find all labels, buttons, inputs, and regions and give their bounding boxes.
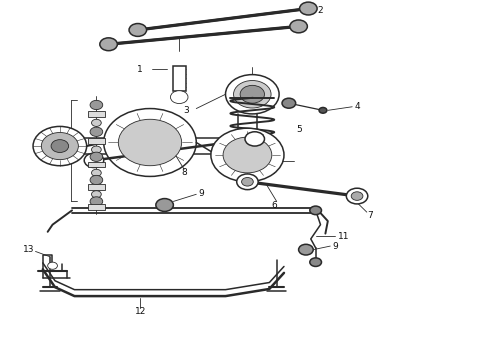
Circle shape bbox=[346, 188, 368, 204]
Circle shape bbox=[90, 175, 103, 185]
Circle shape bbox=[33, 126, 87, 166]
Circle shape bbox=[237, 174, 258, 190]
Bar bbox=[88, 184, 105, 190]
Circle shape bbox=[298, 244, 313, 255]
Circle shape bbox=[51, 140, 69, 153]
Circle shape bbox=[290, 20, 307, 33]
Text: 9: 9 bbox=[333, 242, 339, 251]
Text: 13: 13 bbox=[23, 245, 34, 254]
Text: 6: 6 bbox=[271, 201, 277, 210]
Text: 9: 9 bbox=[199, 189, 204, 198]
Text: 8: 8 bbox=[181, 168, 187, 177]
Circle shape bbox=[41, 132, 78, 159]
Text: 11: 11 bbox=[338, 232, 349, 241]
Circle shape bbox=[92, 146, 101, 153]
Circle shape bbox=[351, 192, 363, 201]
Circle shape bbox=[104, 109, 196, 176]
Circle shape bbox=[240, 85, 265, 103]
Bar bbox=[88, 162, 105, 167]
Circle shape bbox=[129, 23, 147, 36]
Circle shape bbox=[118, 119, 182, 166]
Circle shape bbox=[319, 108, 327, 113]
Circle shape bbox=[299, 2, 317, 15]
Circle shape bbox=[90, 127, 103, 136]
Bar bbox=[88, 138, 105, 144]
Circle shape bbox=[92, 119, 101, 126]
Circle shape bbox=[225, 75, 279, 114]
Circle shape bbox=[84, 153, 104, 167]
Bar bbox=[88, 204, 105, 210]
Circle shape bbox=[90, 100, 103, 110]
Text: 3: 3 bbox=[183, 106, 189, 115]
Circle shape bbox=[245, 132, 265, 146]
Text: 1: 1 bbox=[137, 65, 143, 74]
Text: 5: 5 bbox=[296, 126, 302, 135]
Circle shape bbox=[92, 191, 101, 198]
Circle shape bbox=[90, 197, 103, 206]
Circle shape bbox=[223, 137, 272, 173]
Bar bbox=[173, 66, 186, 91]
Circle shape bbox=[234, 81, 271, 108]
Circle shape bbox=[92, 169, 101, 176]
Text: 10: 10 bbox=[42, 146, 53, 155]
Circle shape bbox=[156, 199, 173, 211]
Circle shape bbox=[310, 258, 321, 266]
Circle shape bbox=[242, 177, 253, 186]
Circle shape bbox=[90, 152, 103, 161]
Text: 12: 12 bbox=[135, 307, 146, 316]
Circle shape bbox=[282, 98, 295, 108]
Circle shape bbox=[310, 206, 321, 215]
Circle shape bbox=[211, 128, 284, 182]
Circle shape bbox=[48, 262, 57, 269]
Text: 4: 4 bbox=[355, 102, 360, 111]
Text: 7: 7 bbox=[367, 211, 372, 220]
Circle shape bbox=[171, 91, 188, 104]
Circle shape bbox=[100, 38, 117, 51]
Text: 2: 2 bbox=[317, 6, 323, 15]
Bar bbox=[88, 111, 105, 117]
